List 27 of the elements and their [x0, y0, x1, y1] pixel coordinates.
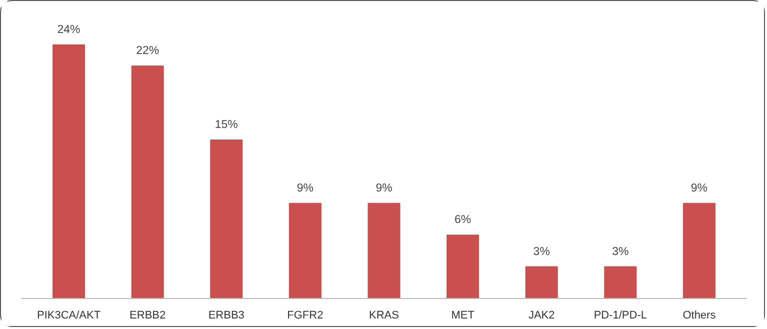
bar [446, 234, 480, 298]
data-label: 3% [612, 246, 629, 258]
bar [604, 266, 637, 298]
x-tick-label: FGFR2 [287, 310, 324, 322]
data-label: 24% [57, 24, 80, 36]
data-label: 9% [690, 182, 708, 194]
x-tick-label: ERBB3 [208, 310, 244, 322]
x-tick-label: PD-1/PD-L [594, 310, 648, 322]
bar [52, 44, 86, 298]
x-tick-label: ERBB2 [130, 310, 166, 322]
data-label: 15% [214, 118, 238, 131]
data-label: 6% [454, 214, 472, 226]
data-label: 22% [136, 45, 160, 57]
bar [368, 202, 400, 298]
x-tick-label: PIK3CA/AKT [36, 310, 101, 322]
x-tick-label: Others [682, 310, 716, 322]
bar [288, 202, 322, 298]
x-tick-label: MET [451, 310, 475, 322]
bar [210, 139, 243, 298]
x-tick-label: KRAS [369, 310, 399, 322]
data-label: 9% [296, 182, 314, 194]
data-label: 9% [376, 182, 392, 194]
bar [131, 66, 164, 298]
bar [525, 266, 558, 298]
bar [682, 202, 716, 298]
x-tick-label: JAK2 [528, 310, 555, 322]
data-label: 3% [533, 246, 550, 258]
